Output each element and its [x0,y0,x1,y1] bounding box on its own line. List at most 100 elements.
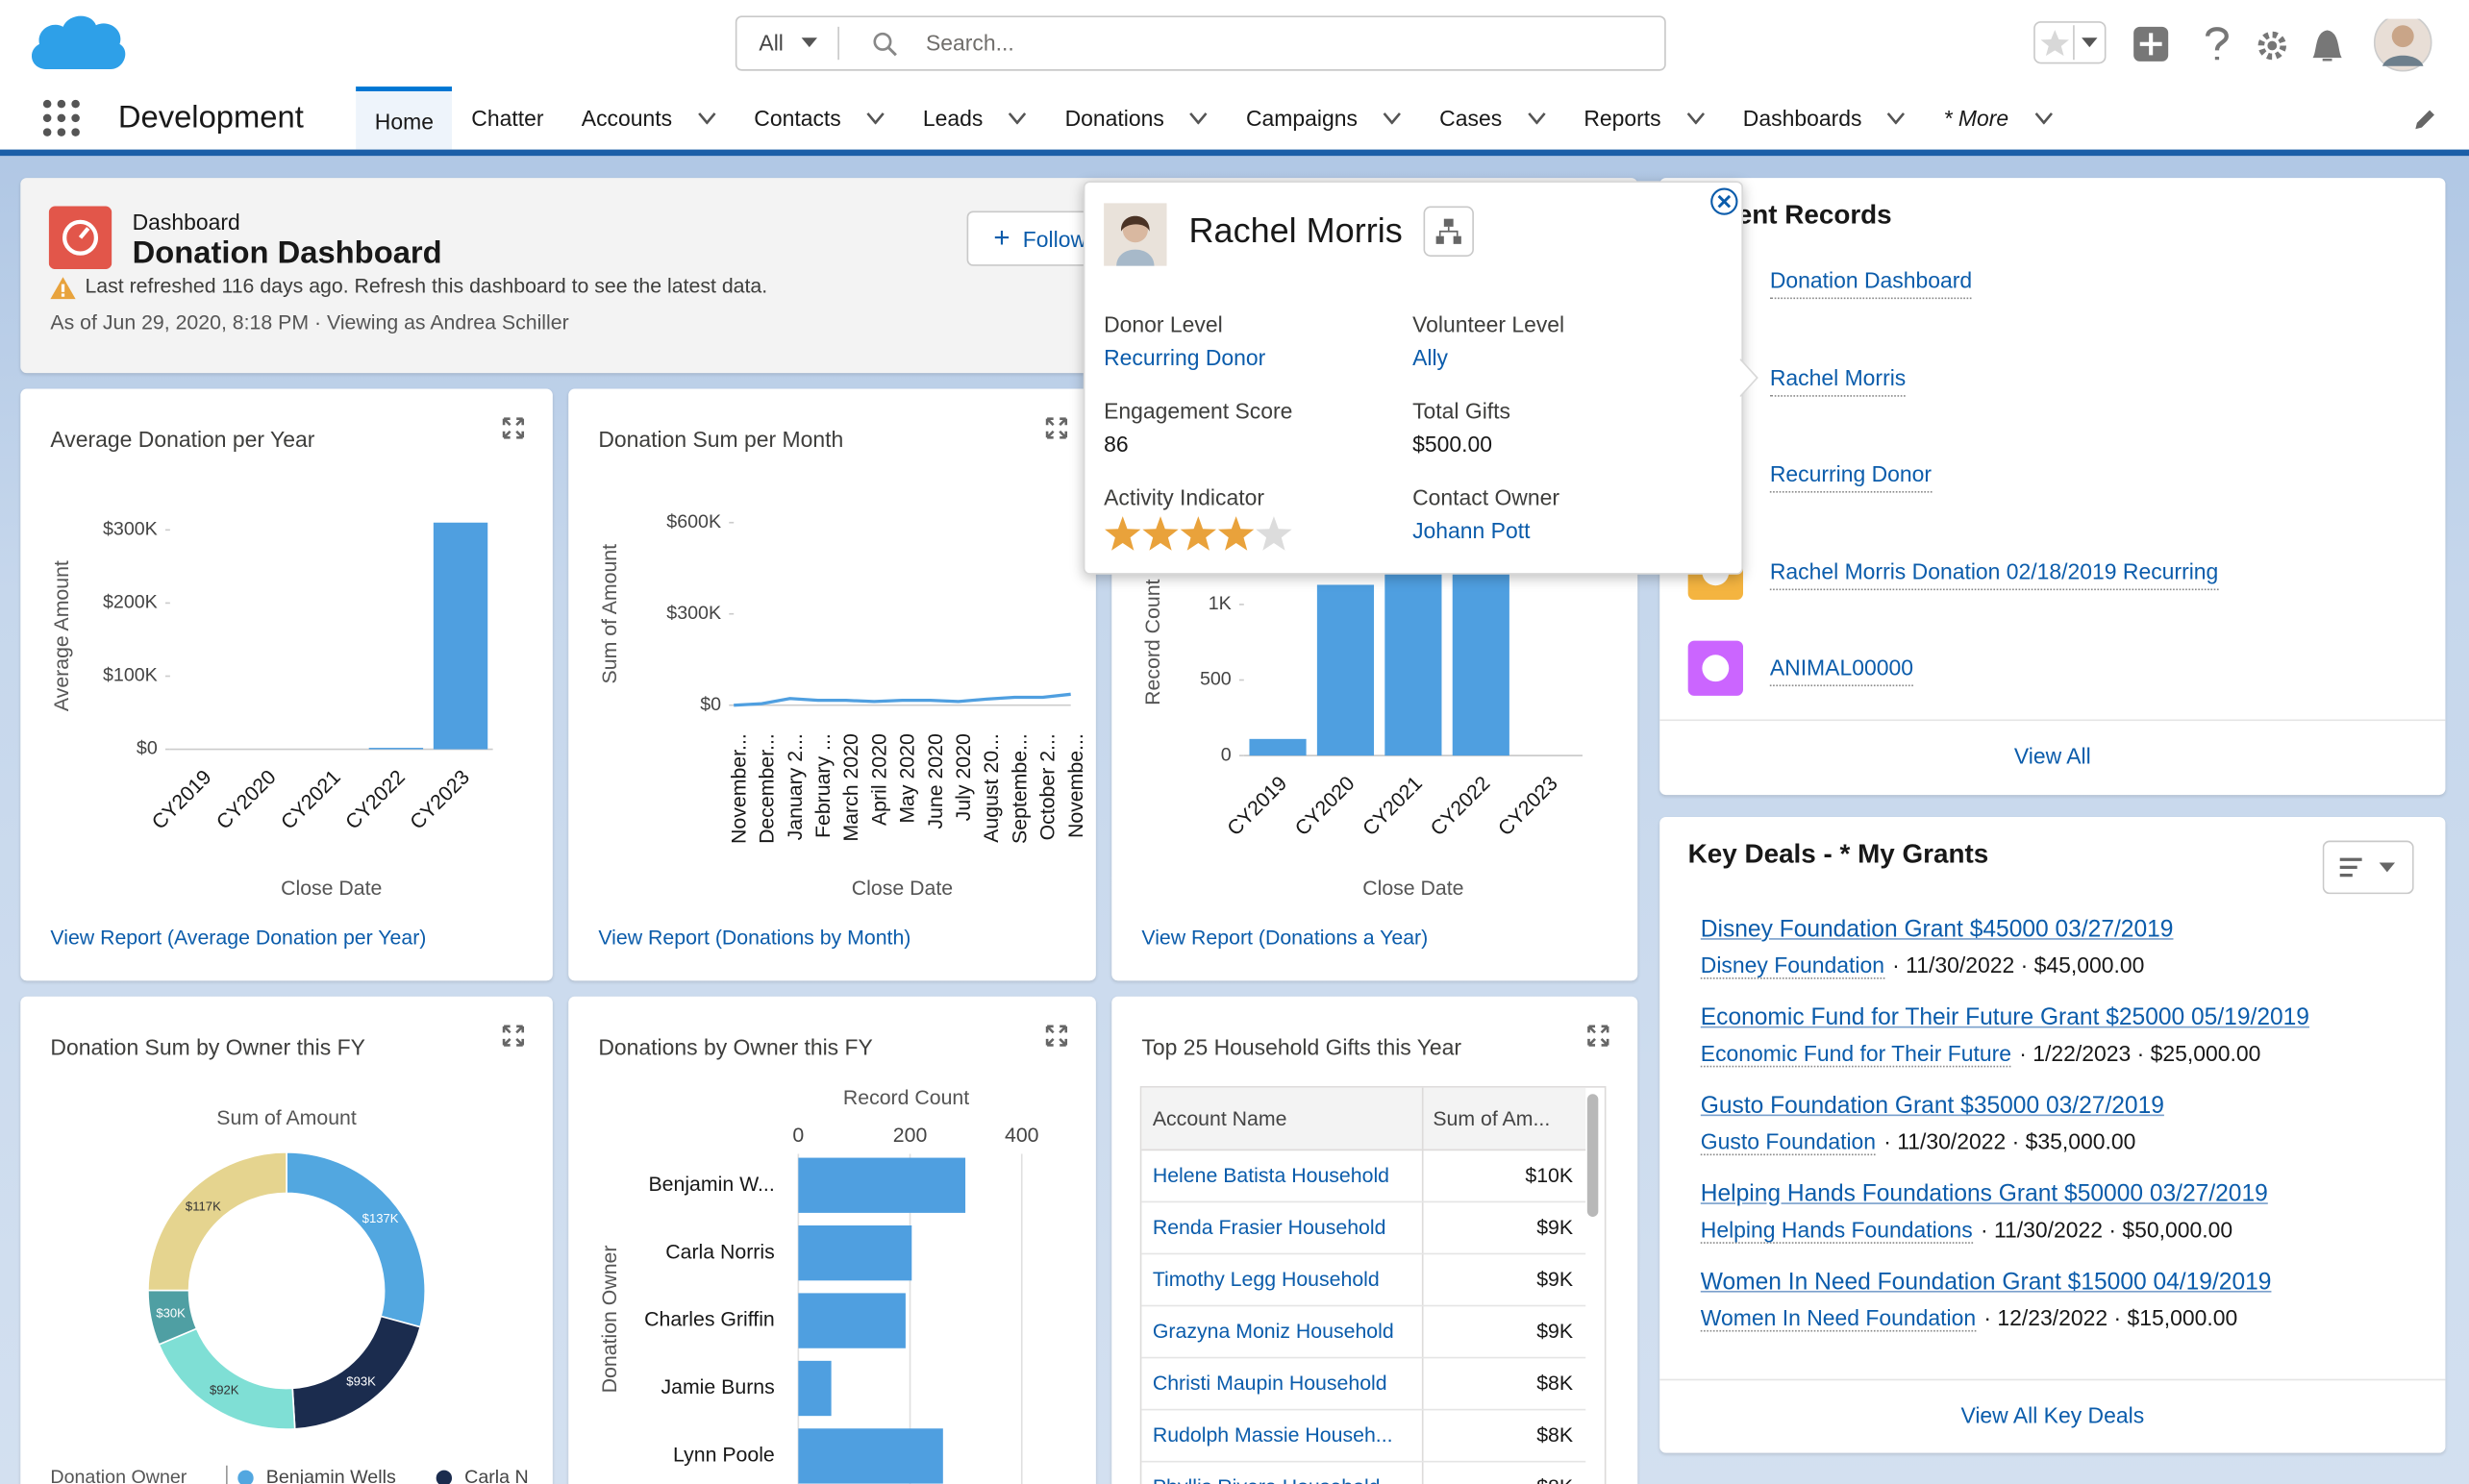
account-link[interactable]: Economic Fund for Their Future [1700,1040,2012,1068]
nav-tab[interactable]: Campaigns [1227,87,1420,150]
nav-tab[interactable]: Leads [904,87,1046,150]
tab-menu-chevron[interactable] [1009,111,1028,125]
tab-menu-chevron[interactable] [697,111,716,125]
contact-name: Rachel Morris [1188,210,1403,251]
search-scope[interactable]: All [736,26,839,61]
record-link[interactable]: ANIMAL00000 [1769,652,1913,687]
help-icon[interactable] [2206,27,2229,61]
widget-title: Donations by Owner this FY [598,1034,873,1060]
account-link[interactable]: Renda Frasier Household [1152,1215,1386,1239]
nav-tab[interactable]: * More [1925,87,2072,150]
view-report-link[interactable]: View Report (Donations a Year) [1141,925,1429,950]
tab-label: Campaigns [1246,105,1359,131]
chevron-icon [801,37,817,48]
field-value[interactable]: Recurring Donor [1104,344,1266,370]
app-launcher[interactable] [41,98,83,139]
account-link[interactable]: Disney Foundation [1700,952,1884,979]
account-link[interactable]: Helping Hands Foundations [1700,1216,1973,1244]
record-link[interactable]: Rachel Morris Donation 02/18/2019 Recurr… [1769,555,2219,590]
deal-details: Gusto Foundation · 11/30/2022 · $35,000.0… [1700,1125,2135,1157]
legend-swatch [237,1470,254,1484]
nav-tabs: Home Chatter Accounts Contacts Leads Donation… [356,87,2072,150]
x-tick-label: CY2023 [1493,772,1561,840]
account-link[interactable]: Grazyna Moniz Household [1152,1319,1394,1344]
field-value[interactable]: Ally [1412,344,1449,370]
hierarchy-button[interactable] [1423,206,1474,257]
close-button[interactable] [1710,187,1738,215]
view-all-link[interactable]: View All Key Deals [1960,1402,2145,1428]
account-link[interactable]: Helene Batista Household [1152,1163,1390,1187]
tab-menu-chevron[interactable] [1527,111,1546,125]
search-box[interactable]: All Search... [735,15,1666,71]
expand-icon[interactable] [502,1025,525,1047]
x-tick-label: CY2023 [406,765,474,833]
nav-border [0,149,2469,157]
widget-title: Average Donation per Year [50,426,315,453]
chart: 0 200 400 Record Count Donation Owner Benjami… [598,1086,1039,1484]
deal-link[interactable]: Economic Fund for Their Future Grant $25… [1700,1003,2309,1031]
dashboard-widget: Sum of Amount $137K $93K $92K $30K $117K Donat… [20,996,553,1484]
nav-tab[interactable]: Cases [1421,87,1565,150]
nav-tab[interactable]: Dashboards [1724,87,1925,150]
x-tick-label: May 2020 [896,733,919,823]
x-tick-label: CY2021 [1359,772,1427,840]
account-link[interactable]: Rudolph Massie Househ... [1152,1422,1393,1447]
rating-star [1180,516,1217,551]
account-link[interactable]: Timothy Legg Household [1152,1267,1380,1291]
divider [1659,1378,2446,1381]
bar [1249,738,1307,756]
salesforce-logo[interactable] [25,7,129,83]
amount-cell: $8K [1536,1371,1574,1396]
tab-menu-chevron[interactable] [1887,111,1907,125]
record-link[interactable]: Recurring Donor [1769,458,1933,493]
view-report-link[interactable]: View Report (Donations by Month) [598,925,911,950]
nav-tab[interactable]: Contacts [736,87,905,150]
follow-label: + Follow [993,221,1087,254]
amount-cell: $8K [1536,1472,1573,1484]
record-link[interactable]: Donation Dashboard [1769,264,1973,300]
nav-tab[interactable]: Chatter [453,87,563,150]
nav-tab[interactable]: Reports [1565,87,1724,150]
expand-icon[interactable] [1045,1025,1068,1047]
sort-button[interactable] [2322,840,2414,895]
expand-icon[interactable] [502,417,525,439]
tab-menu-chevron[interactable] [866,111,885,125]
tab-menu-chevron[interactable] [1383,111,1402,125]
setup-icon[interactable] [2257,31,2287,61]
x-tick-label: November... [727,733,750,844]
record-link[interactable]: Rachel Morris [1769,361,1907,396]
x-tick-label: CY2020 [1290,772,1359,840]
view-all-link[interactable]: View All [2013,743,2091,769]
column-header[interactable]: Account Name [1152,1106,1287,1130]
deal-link[interactable]: Disney Foundation Grant $45000 03/27/201… [1700,916,2174,944]
tab-menu-chevron[interactable] [1189,111,1209,125]
deal-link[interactable]: Women In Need Foundation Grant $15000 04… [1700,1269,2272,1296]
deal-link[interactable]: Helping Hands Foundations Grant $50000 0… [1700,1180,2268,1208]
y-axis-label: Average Amount [50,560,73,711]
nav-tab[interactable]: Home [356,87,453,150]
widget-title: Donation Sum per Month [598,426,844,453]
nav-tab[interactable]: Donations [1046,87,1227,150]
x-tick-label: January 2... [784,733,807,840]
account-link[interactable]: Christi Maupin Household [1152,1371,1387,1396]
column-header[interactable]: Sum of Am... [1433,1106,1551,1130]
x-axis-label: Close Date [281,877,382,900]
x-tick-label: CY2019 [1223,772,1291,840]
account-link[interactable]: Women In Need Foundation [1700,1304,1977,1332]
expand-icon[interactable] [1045,417,1068,439]
field-value[interactable]: Johann Pott [1412,517,1531,544]
notifications-icon[interactable] [2312,30,2342,62]
donut-segment [291,1315,422,1430]
account-link[interactable]: Phyllis Rivera Household [1153,1472,1381,1484]
account-link[interactable]: Gusto Foundation [1700,1128,1877,1156]
favorites-button[interactable] [2033,21,2107,64]
nav-tab[interactable]: Accounts [562,87,735,150]
deal-link[interactable]: Gusto Foundation Grant $35000 03/27/2019 [1700,1092,2164,1120]
view-report-link[interactable]: View Report (Average Donation per Year) [50,925,427,950]
tab-menu-chevron[interactable] [2033,111,2053,125]
expand-icon[interactable] [1587,1025,1609,1047]
edit-nav-icon[interactable] [2412,107,2437,132]
tab-menu-chevron[interactable] [1686,111,1706,125]
amount-cell: $8K [1536,1422,1574,1447]
expand-arrows [1587,1025,1609,1047]
